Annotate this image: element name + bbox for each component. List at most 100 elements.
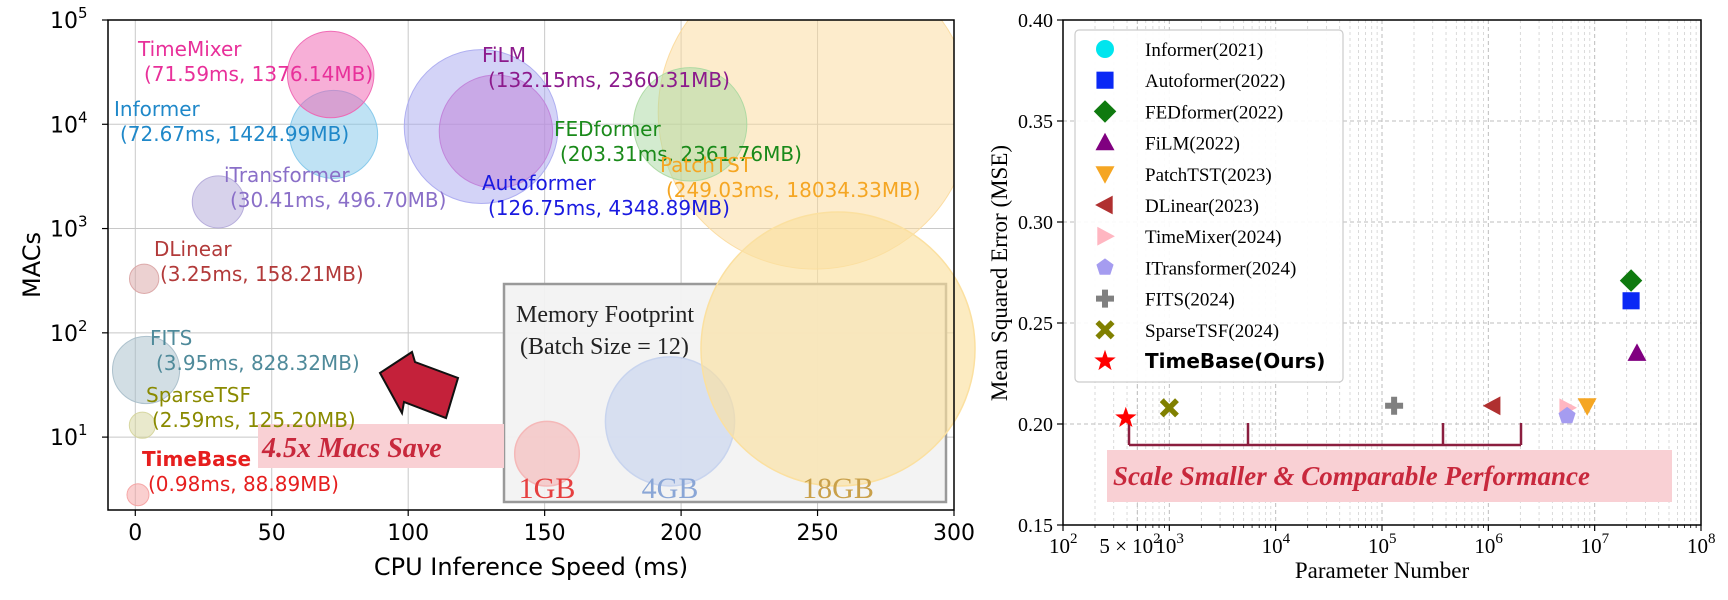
point-name-film: FiLM bbox=[482, 43, 526, 67]
chart2-xlabel: Parameter Number bbox=[1295, 558, 1470, 583]
chart1-ytick-label: 105 bbox=[50, 4, 88, 34]
chart2-xtick-label: 108 bbox=[1687, 531, 1716, 558]
legend-label-informer: Informer(2021) bbox=[1145, 40, 1263, 61]
point-name-timebase: TimeBase bbox=[142, 447, 251, 471]
chart2-legend: Informer(2021) Autoformer(2022) FEDformer(… bbox=[1093, 40, 1325, 373]
chart-mse-vs-params: Scale Smaller & Comparable Performance I… bbox=[987, 10, 1716, 583]
point-metrics-timebase: (0.98ms, 88.89MB) bbox=[148, 472, 339, 496]
memory-legend: Memory Footprint (Batch Size = 12) 1GB 4G… bbox=[502, 211, 976, 505]
legend-marker-patchtst bbox=[1095, 166, 1115, 184]
legend-label-sparsetsf: SparseTSF(2024) bbox=[1145, 321, 1279, 342]
legend-marker-fedformer bbox=[1093, 100, 1117, 123]
chart1-xtick-label: 50 bbox=[258, 521, 286, 546]
point-metrics-autoformer: (126.75ms, 4348.89MB) bbox=[488, 196, 730, 220]
bubble-sparsetsf bbox=[128, 411, 156, 439]
chart1-xtick-label: 150 bbox=[524, 521, 566, 546]
chart2-ytick-label: 0.15 bbox=[1018, 515, 1053, 537]
legend-label-film: FiLM(2022) bbox=[1145, 134, 1240, 155]
legend-marker-fits bbox=[1096, 289, 1114, 308]
memory-legend-label-18gb: 18GB bbox=[802, 472, 874, 505]
point-name-itransformer: iTransformer bbox=[224, 163, 350, 187]
legend-label-itransformer: ITransformer(2024) bbox=[1145, 258, 1296, 279]
bubble-timebase bbox=[126, 483, 150, 507]
point-metrics-fits: (3.95ms, 828.32MB) bbox=[156, 351, 360, 375]
chart1-ytick-label: 101 bbox=[50, 421, 88, 451]
bubble-timemixer bbox=[286, 30, 375, 119]
comparison-highlight bbox=[1107, 450, 1672, 502]
chart1-ytick-label: 102 bbox=[50, 317, 88, 347]
point-name-fits: FITS bbox=[150, 326, 192, 350]
bubble-itransformer bbox=[191, 175, 245, 229]
legend-marker-film bbox=[1095, 132, 1115, 151]
chart1-xtick-label: 100 bbox=[387, 521, 429, 546]
chart2-xtick-label: 107 bbox=[1581, 531, 1610, 558]
bubble-film bbox=[438, 74, 554, 189]
point-metrics-film: (132.15ms, 2360.31MB) bbox=[488, 68, 730, 92]
legend-label-fedformer: FEDformer(2022) bbox=[1145, 102, 1283, 123]
point-name-sparsetsf: SparseTSF bbox=[146, 383, 251, 407]
legend-label-fits: FITS(2024) bbox=[1145, 290, 1235, 311]
marker-autoformer bbox=[1622, 292, 1640, 310]
chart2-markers bbox=[1115, 269, 1647, 427]
legend-marker-informer bbox=[1096, 40, 1114, 58]
point-name-dlinear: DLinear bbox=[154, 237, 232, 261]
chart1-xtick-label: 200 bbox=[660, 521, 702, 546]
chart1-xtick-label: 300 bbox=[933, 521, 975, 546]
legend-marker-dlinear bbox=[1095, 195, 1113, 215]
chart2-xtick-label: 105 bbox=[1368, 531, 1397, 558]
point-name-autoformer: Autoformer bbox=[482, 171, 596, 195]
point-metrics-informer: (72.67ms, 1424.99MB) bbox=[120, 122, 349, 146]
memory-legend-subtitle: (Batch Size = 12) bbox=[520, 334, 689, 360]
bubble-dlinear bbox=[128, 263, 160, 294]
point-metrics-patchtst: (249.03ms, 18034.33MB) bbox=[666, 178, 921, 202]
marker-itransformer bbox=[1558, 406, 1576, 424]
bubble-fedformer bbox=[632, 67, 748, 182]
chart2-ylabel: Mean Squared Error (MSE) bbox=[987, 145, 1012, 401]
point-metrics-fedformer: (203.31ms, 2361.76MB) bbox=[560, 142, 802, 166]
chart1-ylabel: MACs bbox=[18, 232, 46, 298]
chart2-ytick-label: 0.20 bbox=[1018, 414, 1053, 436]
comparison-label: Scale Smaller & Comparable Performance bbox=[1113, 461, 1590, 491]
chart2-ytick-label: 0.40 bbox=[1018, 10, 1053, 32]
point-name-fedformer: FEDformer bbox=[554, 117, 661, 141]
chart1-xlabel: CPU Inference Speed (ms) bbox=[374, 553, 688, 581]
marker-patchtst bbox=[1577, 398, 1597, 416]
chart1-ytick-label: 104 bbox=[50, 108, 88, 138]
memory-legend-circle-18gb bbox=[700, 211, 976, 487]
chart1-frame bbox=[107, 19, 955, 511]
point-name-timemixer: TimeMixer bbox=[137, 37, 242, 61]
chart2-xtick-label: 106 bbox=[1474, 531, 1503, 558]
marker-fedformer bbox=[1619, 269, 1643, 292]
chart1-xtick-label: 250 bbox=[797, 521, 839, 546]
marker-fits bbox=[1385, 396, 1404, 415]
bubble-fits bbox=[111, 335, 181, 405]
legend-marker-timebase bbox=[1094, 349, 1116, 371]
point-metrics-itransformer: (30.41ms, 496.70MB) bbox=[230, 188, 446, 212]
marker-sparsetsf bbox=[1159, 398, 1179, 418]
memory-legend-circle-1gb bbox=[513, 420, 581, 487]
legend-marker-autoformer bbox=[1096, 71, 1114, 89]
marker-timebase bbox=[1115, 406, 1137, 427]
chart2-xtick-label: 103 bbox=[1155, 531, 1184, 558]
legend-label-timemixer: TimeMixer(2024) bbox=[1145, 227, 1282, 248]
memory-legend-label-1gb: 1GB bbox=[519, 472, 576, 505]
chart1-ticks: 0 50 100 150 200 250 300 101 102 103 104 105 bbox=[50, 4, 975, 546]
memory-legend-title: Memory Footprint bbox=[516, 302, 694, 328]
chart2-ytick-label: 0.25 bbox=[1018, 313, 1053, 335]
legend-marker-timemixer bbox=[1097, 226, 1115, 246]
legend-marker-itransformer bbox=[1096, 258, 1114, 275]
point-metrics-sparsetsf: (2.59ms, 125.20MB) bbox=[152, 408, 356, 432]
point-metrics-timemixer: (71.59ms, 1376.14MB) bbox=[144, 62, 373, 86]
legend-label-patchtst: PatchTST(2023) bbox=[1145, 165, 1272, 186]
chart1-point-labels: TimeMixer(71.59ms, 1376.14MB) Informer(72… bbox=[114, 37, 921, 496]
chart-macs-vs-speed: Memory Footprint (Batch Size = 12) 1GB 4G… bbox=[18, 4, 976, 581]
memory-legend-label-4gb: 4GB bbox=[642, 472, 699, 505]
macs-save-label: 4.5x Macs Save bbox=[261, 433, 442, 464]
marker-film bbox=[1627, 343, 1647, 361]
legend-label-timebase: TimeBase(Ours) bbox=[1145, 349, 1325, 373]
macs-save-arrow bbox=[378, 350, 460, 420]
marker-dlinear bbox=[1482, 396, 1501, 416]
chart1-ytick-label: 103 bbox=[50, 213, 88, 243]
chart1-xtick-label: 0 bbox=[128, 521, 142, 546]
